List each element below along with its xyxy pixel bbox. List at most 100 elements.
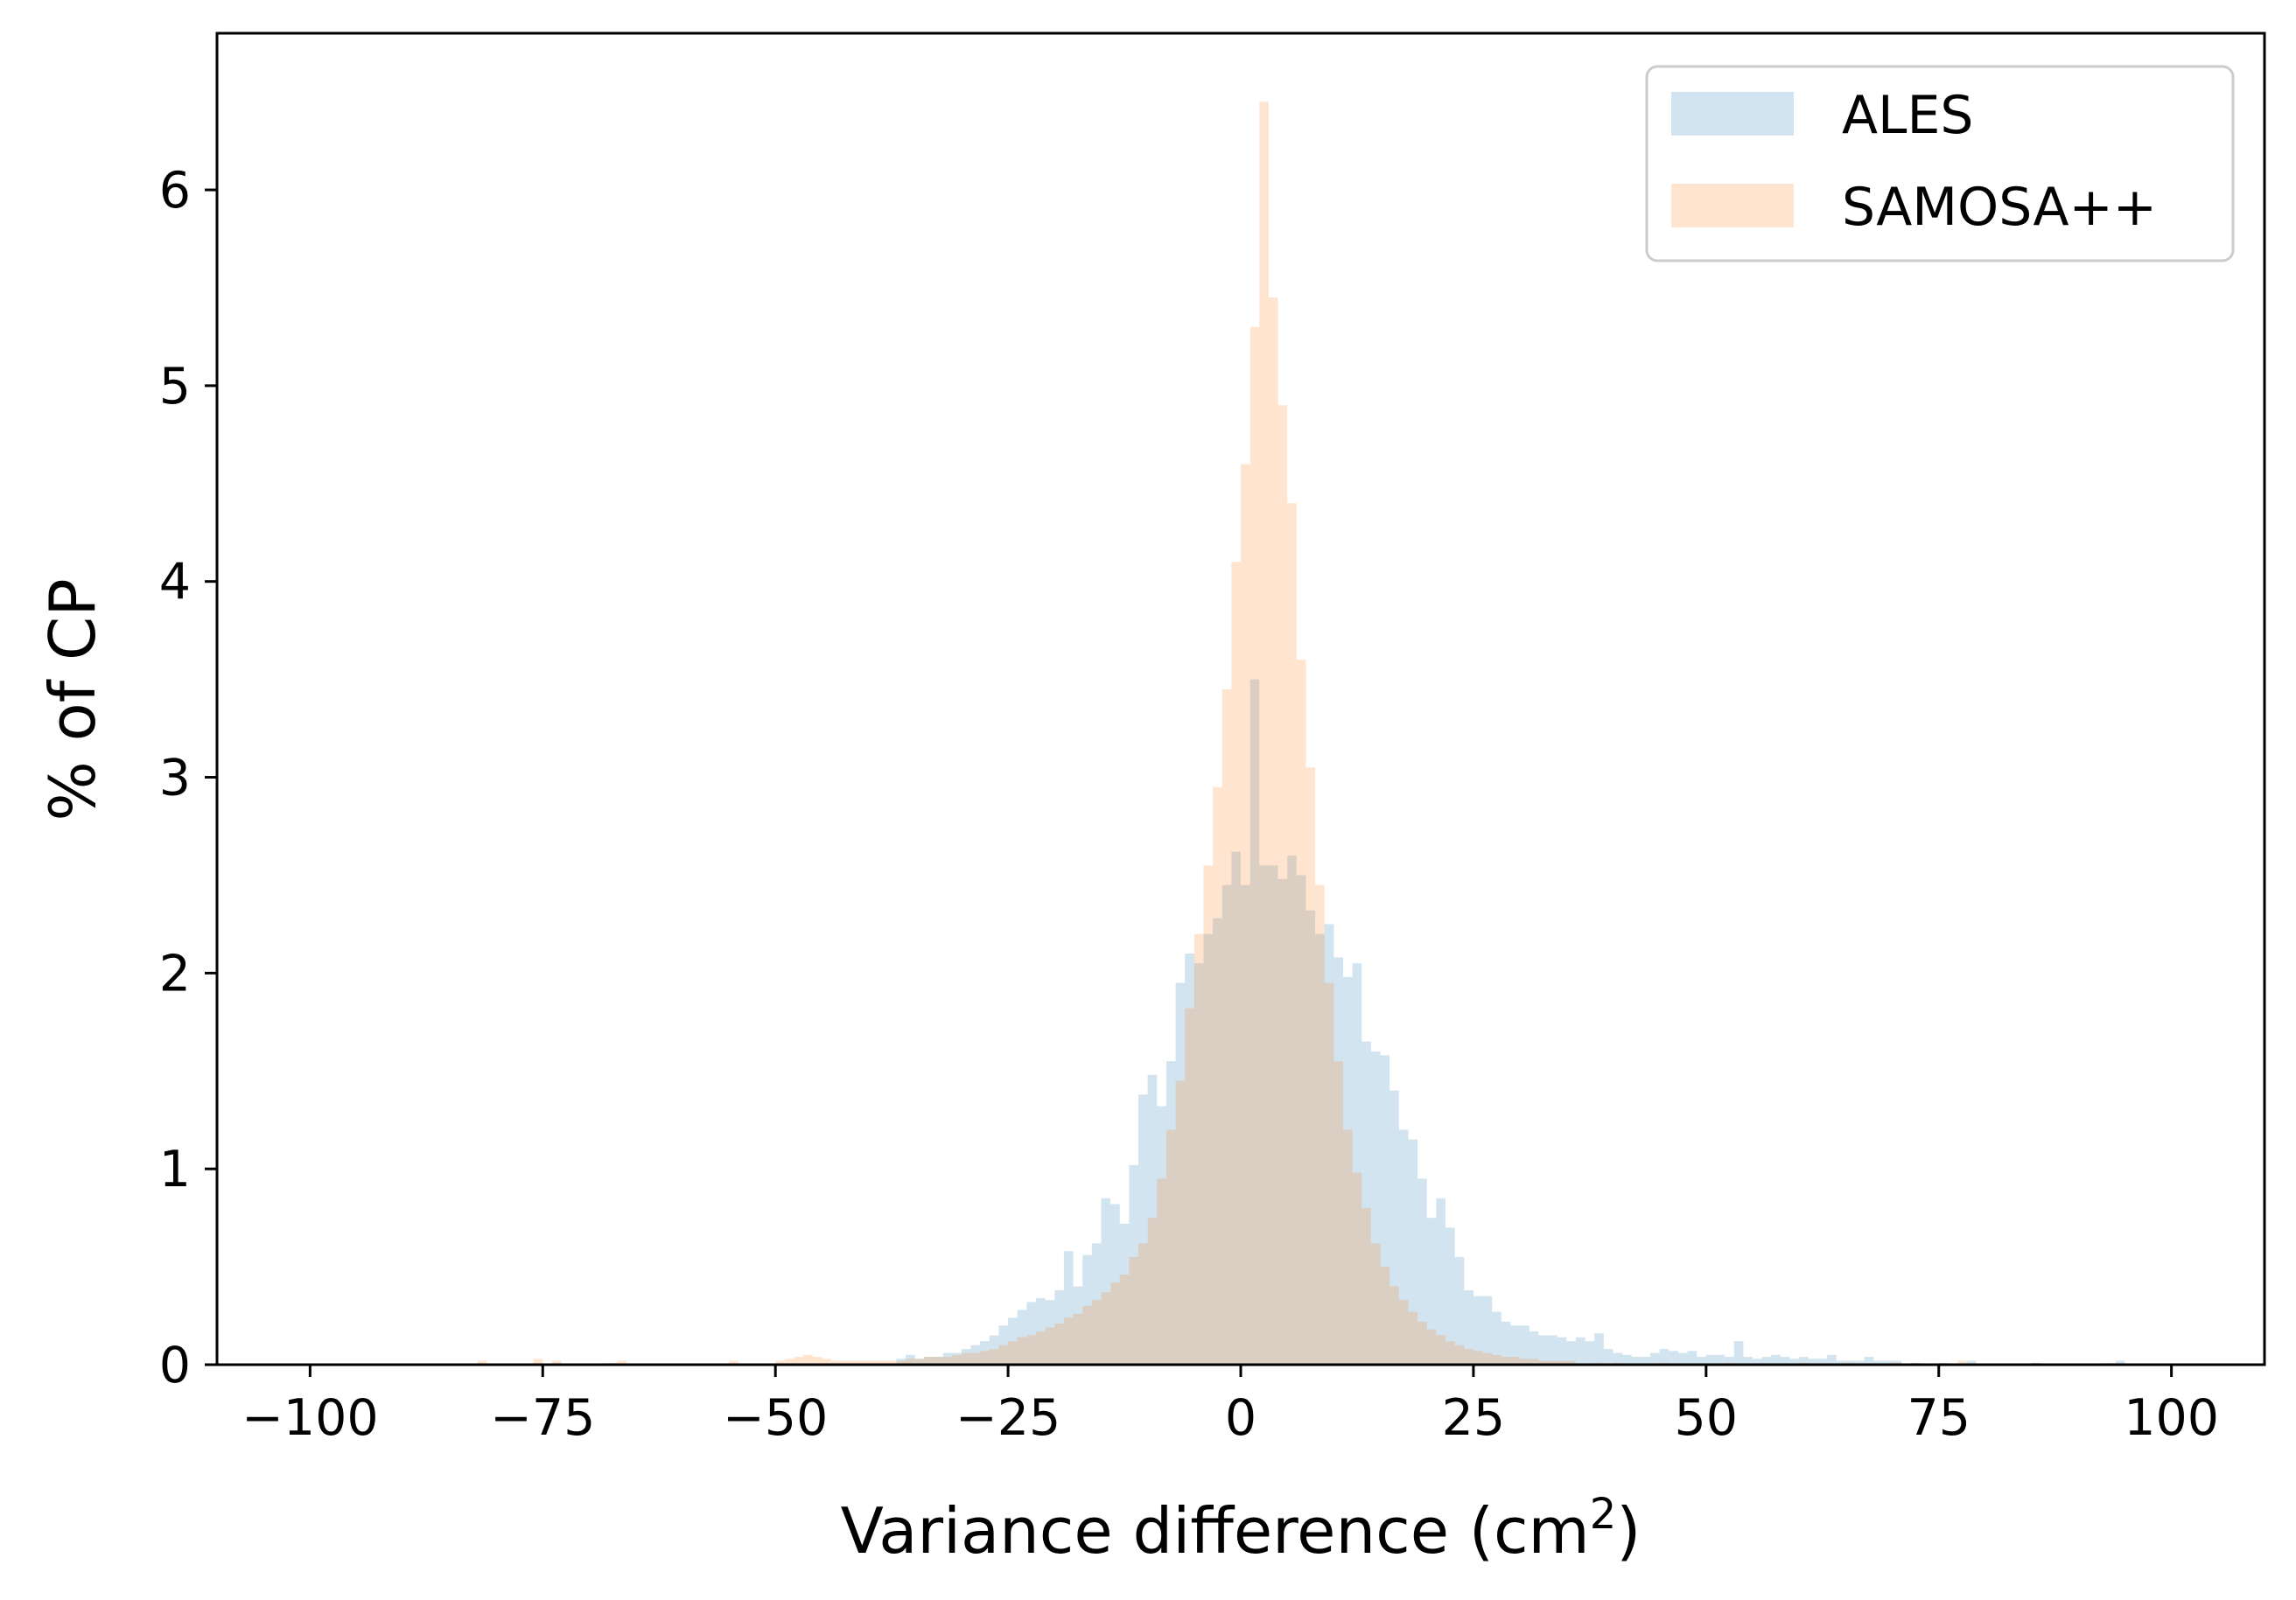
histogram-bar [1222, 688, 1232, 1365]
histogram-bar [1175, 982, 1186, 1365]
histogram-bar [1473, 1296, 1483, 1365]
histogram-bar [942, 1352, 953, 1365]
histogram-bar [1771, 1354, 1781, 1365]
histogram-bar [1352, 963, 1362, 1365]
series-ales [896, 679, 2125, 1365]
histogram-bar [1147, 1074, 1158, 1365]
histogram-bar [1789, 1359, 1800, 1365]
histogram-bar [1398, 1129, 1409, 1365]
histogram-bar [1017, 1337, 1027, 1365]
histogram-bar [961, 1349, 971, 1365]
histogram-bar [896, 1360, 906, 1365]
histogram-bar [784, 1359, 794, 1365]
histogram-bar [1222, 884, 1232, 1365]
histogram-bar [1520, 1325, 1530, 1365]
x-tick-label: −100 [242, 1389, 379, 1447]
histogram-bar [1063, 1251, 1074, 1365]
histogram-bar [989, 1349, 999, 1365]
histogram-bar [1203, 865, 1214, 1365]
histogram-bar [533, 1359, 543, 1365]
histogram-bar [1492, 1354, 1502, 1365]
histogram-bar [1268, 865, 1278, 1365]
histogram-bar [1036, 1297, 1046, 1365]
histogram-bar [831, 1360, 841, 1365]
histogram-bar [1278, 405, 1288, 1366]
histogram-bar [1296, 875, 1306, 1365]
histogram-bar [1566, 1360, 1576, 1365]
histogram-bar [1557, 1360, 1567, 1365]
histogram-bar [477, 1360, 487, 1365]
histogram-bar [1548, 1360, 1558, 1365]
histogram-bar [1808, 1359, 1818, 1365]
histogram-bar [970, 1345, 981, 1365]
y-tick-label: 0 [159, 1337, 191, 1394]
histogram-bar [1529, 1359, 1539, 1365]
histogram-bar [1380, 1267, 1390, 1365]
histogram-bar [1324, 982, 1334, 1365]
histogram-bar [1203, 933, 1214, 1365]
histogram-bar [1119, 1275, 1130, 1365]
histogram-bar [1343, 1129, 1353, 1365]
histogram-bar [617, 1360, 626, 1365]
histogram-bar [1343, 976, 1353, 1365]
histogram-bar [942, 1357, 953, 1365]
histogram-bar [1566, 1341, 1576, 1365]
histogram-bar [1426, 1218, 1437, 1365]
histogram-bar [1705, 1354, 1716, 1365]
plot-area [477, 101, 2125, 1366]
histogram-bar [840, 1360, 850, 1365]
histogram-bar [1464, 1349, 1474, 1365]
histogram-bar [924, 1357, 934, 1365]
legend: ALES SAMOSA++ [1645, 65, 2235, 262]
histogram-bar [1138, 1094, 1148, 1365]
histogram-bar [1101, 1292, 1111, 1365]
histogram-bar [1585, 1341, 1595, 1365]
histogram-bar [1334, 957, 1343, 1365]
histogram-bar [850, 1360, 859, 1365]
histogram-bar [868, 1360, 878, 1365]
x-tick-label: 75 [1907, 1389, 1970, 1447]
histogram-bar [775, 1360, 785, 1365]
histogram-bar [1278, 878, 1288, 1365]
y-tick-label: 6 [159, 162, 191, 220]
histogram-bar [952, 1352, 962, 1365]
histogram-bar [1362, 1041, 1371, 1365]
histogram-bar [1362, 1207, 1371, 1365]
histogram-bar [1882, 1360, 1893, 1365]
histogram-bar [1213, 918, 1222, 1365]
histogram-bar [914, 1359, 925, 1365]
histogram-bar [1287, 503, 1297, 1365]
histogram-bar [1036, 1331, 1046, 1365]
histogram-bar [1213, 786, 1222, 1365]
histogram-bar [1008, 1317, 1018, 1365]
histogram-bar [1315, 884, 1325, 1365]
x-tick-label: 100 [2124, 1389, 2219, 1447]
histogram-bar [1817, 1359, 1828, 1365]
histogram-bar [1446, 1341, 1455, 1365]
histogram-bar [1390, 1090, 1399, 1365]
histogram-bar [1501, 1321, 1511, 1365]
histogram-bar [1631, 1357, 1642, 1365]
histogram-bar [1045, 1300, 1055, 1365]
x-tick-label: −50 [723, 1389, 828, 1447]
histogram-bar [1380, 1055, 1390, 1365]
histogram-bar [1464, 1289, 1474, 1365]
histogram-bar [1548, 1335, 1558, 1365]
x-axis-ticks: −100 −75 −50 −25 0 25 50 75 100 [242, 1365, 2219, 1447]
y-axis-label: % of CP [36, 578, 109, 821]
histogram-bar [1845, 1360, 1855, 1365]
histogram-bar [1287, 856, 1297, 1365]
histogram-bar [1231, 562, 1241, 1365]
histogram-bar [1864, 1357, 1874, 1365]
histogram-bar [822, 1359, 831, 1365]
histogram-bar [1129, 1256, 1138, 1365]
x-axis-label-superscript: 2 [1590, 1490, 1617, 1539]
histogram-bar [1157, 1178, 1166, 1365]
x-axis-label-suffix: ) [1616, 1494, 1641, 1568]
histogram-bar [1418, 1321, 1427, 1365]
histogram-bar [1147, 1218, 1158, 1365]
x-axis-label-main: Variance difference (cm [841, 1494, 1590, 1568]
histogram-bar [1510, 1357, 1521, 1365]
histogram-bar [1966, 1360, 1977, 1365]
